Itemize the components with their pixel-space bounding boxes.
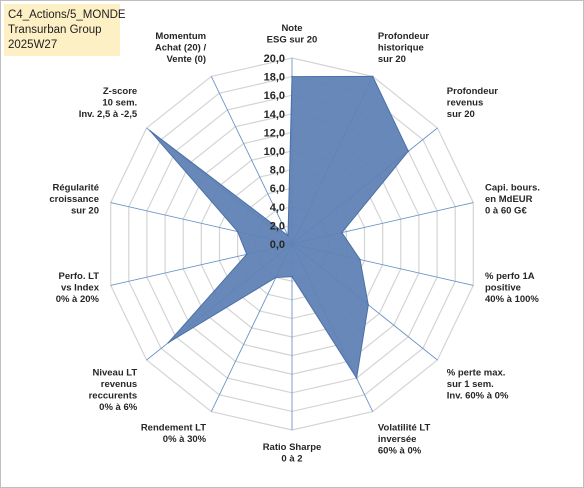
axis-label-line: croissance	[49, 194, 99, 205]
tick-label: 4,0	[270, 202, 285, 214]
axis-label-line: Profondeur	[447, 86, 498, 97]
tick-label: 12,0	[264, 127, 285, 139]
axis-label-line: 60% à 0%	[378, 445, 422, 456]
axis-label-line: 0% à 6%	[99, 402, 138, 413]
axis-label-line: 10 sem.	[102, 98, 137, 109]
axis-label-line: en MdEUR	[485, 194, 533, 205]
axis-label-line: Volatilité LT	[378, 422, 431, 433]
data-point	[275, 276, 277, 279]
axis-label: Ratio Sharpe 0 à 2	[263, 442, 322, 465]
axis-label-line: Momentum	[155, 31, 206, 42]
data-point	[341, 231, 343, 234]
axis-label-line: Note	[281, 23, 302, 34]
axis-label: Momentum Achat (20) / Vente (0)	[155, 31, 207, 65]
tick-label: 10,0	[264, 146, 285, 158]
axis-label-line: historique	[378, 43, 424, 54]
axis-label-line: ESG sur 20	[267, 35, 318, 46]
axis-label: Profondeur revenus sur 20	[447, 86, 498, 120]
axis-label-line: Inv. 2,5 à -2,5	[79, 109, 138, 120]
axis-label: Note ESG sur 20	[267, 23, 318, 46]
axis-label-line: 0 à 2	[281, 454, 302, 465]
axis-label: Niveau LT revenus reccurents 0% à 6%	[89, 368, 138, 414]
axis-label-line: 0 à 60 G€	[485, 206, 527, 217]
data-point	[287, 234, 289, 237]
axis-label: Volatilité LT inversée 60% à 0%	[378, 422, 431, 456]
tick-label: 2,0	[270, 220, 285, 232]
axis-label: Rendement LT 0% à 30%	[141, 422, 207, 445]
title-line-category: C4_Actions/5_MONDE	[8, 9, 126, 21]
title-line-week: 2025W27	[8, 39, 58, 51]
axis-label-line: Ratio Sharpe	[263, 442, 322, 453]
data-point	[407, 150, 410, 152]
axis-label-line: Rendement LT	[141, 422, 206, 433]
data-point	[167, 341, 170, 344]
axis-label: Profondeur historique sur 20	[378, 31, 429, 65]
axis-label-line: reccurents	[89, 391, 138, 402]
axis-label-line: positive	[485, 282, 521, 293]
data-point	[367, 304, 370, 306]
data-point	[291, 75, 293, 78]
axis-label-line: 0% à 20%	[56, 294, 100, 305]
axis-label-line: Niveau LT	[92, 368, 137, 379]
axis-label-line: Régularité	[53, 183, 99, 194]
tick-label: 6,0	[270, 183, 285, 195]
axis-label-line: Capi. bours.	[485, 183, 540, 194]
axis-label: Z-score 10 sem. Inv. 2,5 à -2,5	[79, 86, 138, 120]
data-point	[359, 258, 361, 261]
axis-label: % perfo 1A positive 40% à 100%	[485, 271, 539, 305]
axis-label-line: 40% à 100%	[485, 294, 539, 305]
tick-label: 14,0	[264, 109, 285, 121]
axis-label: % perte max. sur 1 sem. Inv. 60% à 0%	[447, 368, 509, 402]
tick-label: 8,0	[270, 165, 285, 177]
axis-label-line: Achat (20) /	[155, 43, 207, 54]
data-point	[371, 75, 374, 78]
tick-label: 18,0	[264, 72, 285, 84]
chart-title-box: C4_Actions/5_MONDE Transurban Group 2025…	[4, 4, 126, 56]
axis-label-line: % perte max.	[447, 368, 506, 379]
axis-label-line: sur 20	[447, 109, 475, 120]
axis-label-line: revenus	[101, 379, 137, 390]
data-point	[236, 230, 239, 233]
axis-label-line: sur 20	[378, 54, 406, 65]
tick-label: 20,0	[264, 53, 285, 65]
data-point	[355, 377, 358, 379]
axis-label-line: Z-score	[103, 86, 137, 97]
axis-label-line: Vente (0)	[166, 54, 206, 65]
axis-label-line: Profondeur	[378, 31, 429, 42]
axis-label-line: inversée	[378, 434, 417, 445]
data-point	[291, 275, 293, 278]
axis-label-line: sur 1 sem.	[447, 379, 494, 390]
axis-label-line: revenus	[447, 98, 483, 109]
axis-label-line: 0% à 30%	[163, 434, 207, 445]
data-point	[245, 253, 248, 256]
data-point	[149, 130, 151, 132]
tick-label: 0,0	[270, 239, 285, 251]
axis-label: Capi. bours. en MdEUR 0 à 60 G€	[485, 183, 540, 217]
axis-label-line: Perfo. LT	[59, 271, 100, 282]
axis-label-line: sur 20	[71, 206, 99, 217]
tick-label: 16,0	[264, 90, 285, 102]
axis-label-line: vs Index	[61, 282, 100, 293]
axis-label: Régularité croissance sur 20	[49, 183, 99, 217]
axis-label: Perfo. LT vs Index 0% à 20%	[56, 271, 100, 305]
axis-spoke	[210, 76, 293, 245]
axis-label-line: % perfo 1A	[485, 271, 535, 282]
title-line-company: Transurban Group	[8, 24, 102, 36]
axis-label-line: Inv. 60% à 0%	[447, 391, 509, 402]
